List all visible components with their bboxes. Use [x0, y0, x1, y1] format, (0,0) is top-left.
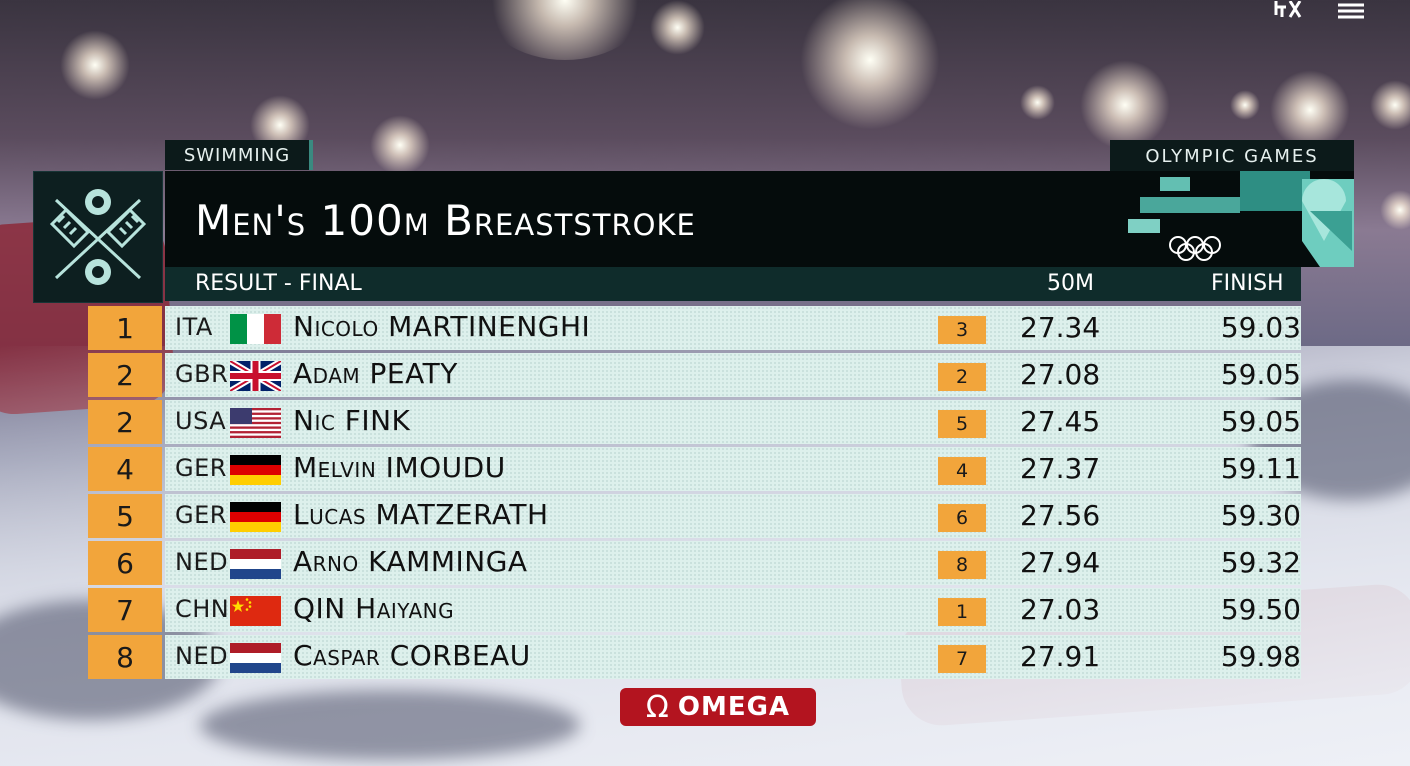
result-row: 8 NED Caspar CORBEAU 7 27.91 59.98 — [88, 635, 1301, 679]
round-header-bar: RESULT - FINAL 50M FINISH — [165, 267, 1301, 301]
split-time: 27.37 — [1020, 452, 1101, 485]
nation-code: NED — [175, 548, 229, 576]
result-row: 2 USA Nic FINK 5 27.45 59.05 — [88, 400, 1301, 444]
nation-code: USA — [175, 407, 227, 435]
split-rank-badge: 5 — [938, 410, 986, 438]
germany-flag — [230, 455, 281, 485]
split-rank-badge: 2 — [938, 363, 986, 391]
usa-flag — [230, 408, 281, 438]
arena-light — [1370, 80, 1410, 130]
split-time: 27.94 — [1020, 546, 1101, 579]
finish-time: 59.98 — [1220, 640, 1301, 673]
event-title: Men's 100m Breaststroke — [195, 196, 696, 245]
result-cell: GER Lucas MATZERATH 6 27.56 59.30 — [165, 494, 1301, 538]
result-row: 2 GBR Adam PEATY 2 27.08 59.05 — [88, 353, 1301, 397]
split-column-header: 50M — [1047, 271, 1094, 296]
swimming-pictogram-icon — [33, 171, 163, 303]
arena-light — [370, 115, 430, 175]
athlete-name: Nicolo MARTINENGHI — [293, 310, 591, 343]
nation-code: GER — [175, 501, 227, 529]
background-shadow — [200, 690, 580, 760]
olympic-rings-logo — [1120, 171, 1354, 267]
omega-wordmark: OMEGA — [677, 692, 791, 722]
result-row: 6 NED Arno KAMMINGA 8 27.94 59.32 — [88, 541, 1301, 585]
rank-badge: 2 — [88, 353, 162, 397]
result-cell: NED Arno KAMMINGA 8 27.94 59.32 — [165, 541, 1301, 585]
round-label: RESULT - FINAL — [195, 271, 362, 296]
netherlands-flag — [230, 549, 281, 579]
athlete-name: Nic FINK — [293, 404, 411, 437]
split-time: 27.56 — [1020, 499, 1101, 532]
finish-time: 59.03 — [1220, 311, 1301, 344]
athlete-name: Adam PEATY — [293, 357, 458, 390]
netherlands-flag — [230, 643, 281, 673]
athlete-name: Melvin IMOUDU — [293, 451, 506, 484]
split-rank-badge: 8 — [938, 551, 986, 579]
china-flag — [230, 596, 281, 626]
rank-badge: 2 — [88, 400, 162, 444]
germany-flag — [230, 502, 281, 532]
arena-light — [1080, 60, 1170, 150]
split-rank-badge: 1 — [938, 598, 986, 626]
result-cell: ITA Nicolo MARTINENGHI 3 27.34 59.03 — [165, 306, 1301, 350]
result-cell: GBR Adam PEATY 2 27.08 59.05 — [165, 353, 1301, 397]
split-time: 27.34 — [1020, 311, 1101, 344]
split-time: 27.45 — [1020, 405, 1101, 438]
omega-symbol: Ω — [645, 689, 670, 725]
finish-time: 59.30 — [1220, 499, 1301, 532]
finish-time: 59.11 — [1220, 452, 1301, 485]
nation-code: GER — [175, 454, 227, 482]
split-rank-badge: 7 — [938, 645, 986, 673]
arena-light — [1380, 190, 1410, 230]
nation-code: ITA — [175, 313, 213, 341]
result-cell: CHN QIN Haiyang 1 27.03 59.50 — [165, 588, 1301, 632]
arena-light — [1020, 85, 1055, 120]
olympic-games-tab: OLYMPIC GAMES — [1110, 140, 1354, 172]
arena-light — [650, 0, 705, 55]
result-cell: USA Nic FINK 5 27.45 59.05 — [165, 400, 1301, 444]
split-rank-badge: 3 — [938, 316, 986, 344]
corner-glyph-icon[interactable] — [1272, 0, 1302, 25]
arena-light — [1230, 90, 1260, 120]
result-row: 7 CHN QIN Haiyang 1 27.03 59.50 — [88, 588, 1301, 632]
arena-light — [800, 0, 940, 130]
result-cell: NED Caspar CORBEAU 7 27.91 59.98 — [165, 635, 1301, 679]
italy-flag — [230, 314, 281, 344]
athlete-name: Arno KAMMINGA — [293, 545, 528, 578]
split-time: 27.08 — [1020, 358, 1101, 391]
split-rank-badge: 6 — [938, 504, 986, 532]
result-row: 4 GER Melvin IMOUDU 4 27.37 59.11 — [88, 447, 1301, 491]
sport-category-tab: SWIMMING — [165, 140, 313, 170]
rank-badge: 8 — [88, 635, 162, 679]
finish-time: 59.05 — [1220, 405, 1301, 438]
result-row: 5 GER Lucas MATZERATH 6 27.56 59.30 — [88, 494, 1301, 538]
rank-badge: 5 — [88, 494, 162, 538]
athlete-name: Caspar CORBEAU — [293, 639, 531, 672]
event-title-bar: Men's 100m Breaststroke — [165, 171, 1354, 267]
athlete-name: Lucas MATZERATH — [293, 498, 549, 531]
arena-light — [1270, 70, 1350, 150]
finish-time: 59.32 — [1220, 546, 1301, 579]
result-row: 1 ITA Nicolo MARTINENGHI 3 27.34 59.03 — [88, 306, 1301, 350]
rank-badge: 1 — [88, 306, 162, 350]
menu-icon[interactable] — [1336, 0, 1366, 25]
rank-badge: 6 — [88, 541, 162, 585]
finish-column-header: FINISH — [1211, 271, 1284, 296]
nation-code: GBR — [175, 360, 229, 388]
finish-time: 59.50 — [1220, 593, 1301, 626]
arena-light — [60, 30, 130, 100]
nation-code: CHN — [175, 595, 230, 623]
rank-badge: 4 — [88, 447, 162, 491]
arena-light — [480, 0, 650, 60]
split-time: 27.03 — [1020, 593, 1101, 626]
split-time: 27.91 — [1020, 640, 1101, 673]
nation-code: NED — [175, 642, 229, 670]
finish-time: 59.05 — [1220, 358, 1301, 391]
rank-badge: 7 — [88, 588, 162, 632]
result-cell: GER Melvin IMOUDU 4 27.37 59.11 — [165, 447, 1301, 491]
uk-flag — [230, 361, 281, 391]
split-rank-badge: 4 — [938, 457, 986, 485]
athlete-name: QIN Haiyang — [293, 592, 455, 625]
omega-sponsor-logo: Ω OMEGA — [620, 688, 816, 726]
